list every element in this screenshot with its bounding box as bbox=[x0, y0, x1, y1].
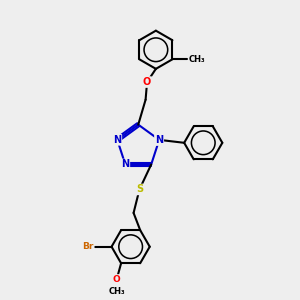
Text: N: N bbox=[121, 160, 129, 170]
Text: N: N bbox=[155, 135, 163, 145]
Text: Br: Br bbox=[82, 242, 94, 251]
Text: N: N bbox=[113, 135, 122, 145]
Text: S: S bbox=[136, 184, 143, 194]
Text: CH₃: CH₃ bbox=[108, 287, 125, 296]
Text: O: O bbox=[143, 77, 151, 87]
Text: O: O bbox=[113, 275, 121, 284]
Text: N: N bbox=[155, 135, 163, 145]
Text: CH₃: CH₃ bbox=[189, 55, 205, 64]
